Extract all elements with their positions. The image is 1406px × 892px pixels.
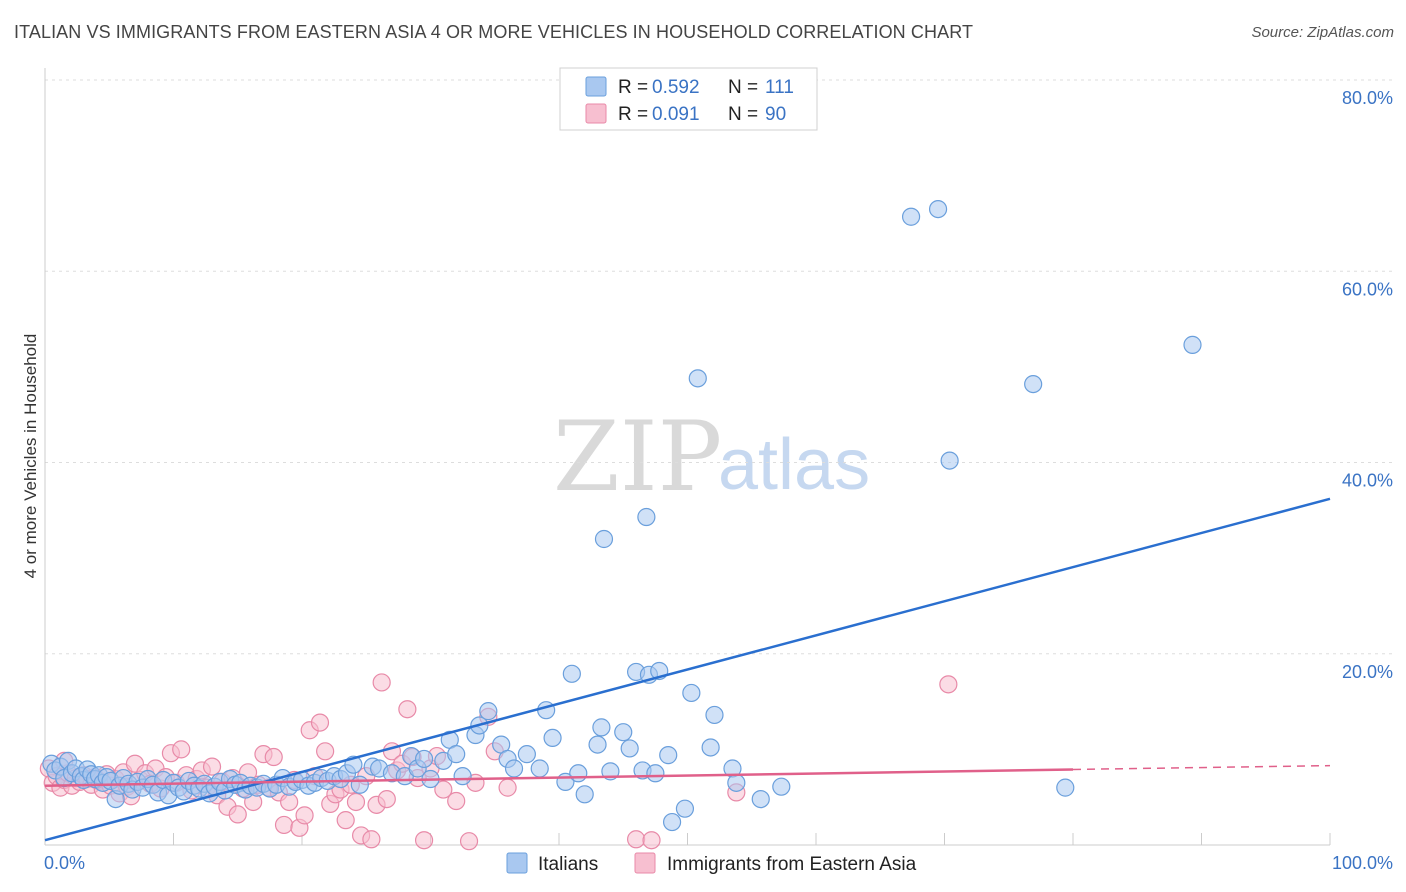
point-italians-87 <box>588 735 607 754</box>
point-immigrants-75 <box>398 700 417 719</box>
point-italians-84 <box>562 664 581 683</box>
legend-r-value-italians: 0.592 <box>652 77 700 98</box>
point-italians-80 <box>530 759 549 778</box>
point-italians-67 <box>414 749 434 769</box>
y-tick-label-60: 60.0% <box>1342 279 1393 299</box>
point-italians-103 <box>688 369 707 388</box>
point-immigrants-49 <box>264 747 283 767</box>
point-immigrants-51 <box>274 815 294 835</box>
point-italians-60 <box>350 775 369 794</box>
trend-line-italians <box>44 497 1331 842</box>
point-italians-100 <box>662 812 682 832</box>
point-italians-89 <box>594 529 614 549</box>
point-immigrants-81 <box>434 780 453 799</box>
point-immigrants-83 <box>459 832 479 851</box>
x-tick-label-max: 100.0% <box>1332 853 1393 873</box>
legend-n-label-immigrants: N = <box>728 104 758 125</box>
point-immigrants-91 <box>939 675 958 694</box>
x-tick-label-min: 0.0% <box>44 853 85 873</box>
legend-r-label-italians: R = <box>618 77 648 98</box>
legend-r-label-immigrants: R = <box>618 104 648 125</box>
source-credit: Source: ZipAtlas.com <box>1251 24 1394 41</box>
point-italians-82 <box>543 728 562 748</box>
point-italians-97 <box>646 764 665 783</box>
series-immigrants-eastern-asia-points <box>39 673 958 851</box>
legend-box: R = 0.592 N = 111 R = 0.091 N = 90 <box>559 67 818 131</box>
legend-n-label-italians: N = <box>728 77 758 98</box>
bottom-legend-label-italians: Italians <box>538 854 598 875</box>
point-immigrants-58 <box>310 713 330 732</box>
point-italians-107 <box>727 773 746 792</box>
point-immigrants-65 <box>346 792 366 812</box>
point-italians-109 <box>772 777 791 796</box>
point-immigrants-68 <box>362 830 381 849</box>
point-italians-92 <box>620 739 639 758</box>
point-immigrants-63 <box>336 811 355 830</box>
trend-line-immigrants <box>44 768 1074 787</box>
point-italians-102 <box>682 683 701 703</box>
point-immigrants-59 <box>316 742 335 761</box>
point-italians-95 <box>637 507 656 527</box>
point-immigrants-82 <box>447 791 466 811</box>
point-italians-91 <box>614 723 633 742</box>
point-italians-99 <box>659 746 678 765</box>
y-tick-label-40: 40.0% <box>1342 471 1393 491</box>
bottom-legend-swatch-immigrants <box>634 852 656 874</box>
point-italians-105 <box>705 705 724 725</box>
point-italians-71 <box>447 745 466 764</box>
point-italians-86 <box>575 785 594 804</box>
point-italians-79 <box>517 745 536 764</box>
point-immigrants-71 <box>377 789 396 809</box>
y-tick-label-20: 20.0% <box>1342 662 1393 682</box>
legend-r-value-immigrants: 0.091 <box>652 104 700 125</box>
legend-n-value-immigrants: 90 <box>765 104 786 125</box>
point-italians-85 <box>569 764 588 783</box>
y-tick-labels: 20.0% 40.0% 60.0% 80.0% <box>1342 88 1393 682</box>
point-immigrants-37 <box>202 757 222 776</box>
chart-title: ITALIAN VS IMMIGRANTS FROM EASTERN ASIA … <box>14 22 974 42</box>
point-immigrants-31 <box>172 740 191 759</box>
point-immigrants-87 <box>498 778 517 797</box>
bottom-legend-label-immigrants: Immigrants from Eastern Asia <box>667 854 917 875</box>
legend-n-value-italians: 111 <box>765 77 794 98</box>
point-italians-113 <box>1024 374 1043 394</box>
point-immigrants-52 <box>280 792 299 812</box>
point-immigrants-55 <box>295 806 314 825</box>
watermark-atlas: atlas <box>718 425 870 505</box>
y-tick-label-80: 80.0% <box>1342 88 1393 108</box>
point-italians-114 <box>1183 335 1202 354</box>
y-axis-title: 4 or more Vehicles in Household <box>21 334 40 579</box>
series-italians-points <box>42 199 1202 832</box>
gridlines <box>45 79 1392 655</box>
trend-lines <box>44 497 1331 842</box>
point-immigrants-89 <box>642 831 661 850</box>
point-italians-78 <box>504 759 524 778</box>
legend-swatch-immigrants <box>585 103 607 124</box>
bottom-legend: Italians Immigrants from Eastern Asia <box>506 852 917 875</box>
x-tick-labels: 0.0% 100.0% <box>44 853 1393 873</box>
point-italians-108 <box>751 789 770 809</box>
point-immigrants-78 <box>414 831 434 850</box>
point-italians-88 <box>592 718 611 737</box>
point-immigrants-88 <box>626 830 646 849</box>
bottom-legend-swatch-italians <box>506 852 528 874</box>
point-italians-104 <box>701 738 720 757</box>
point-immigrants-42 <box>228 805 247 824</box>
point-italians-75 <box>479 702 498 721</box>
point-italians-72 <box>453 767 472 786</box>
point-italians-101 <box>675 799 695 818</box>
legend-swatch-italians <box>585 76 607 97</box>
watermark-zip: ZIP <box>553 401 722 513</box>
point-italians-110 <box>901 207 921 226</box>
point-italians-112 <box>940 451 959 470</box>
point-italians-111 <box>928 199 948 219</box>
point-immigrants-70 <box>372 673 391 692</box>
trend-line-immigrants-extension <box>1072 764 1331 771</box>
point-italians-115 <box>1056 778 1075 797</box>
